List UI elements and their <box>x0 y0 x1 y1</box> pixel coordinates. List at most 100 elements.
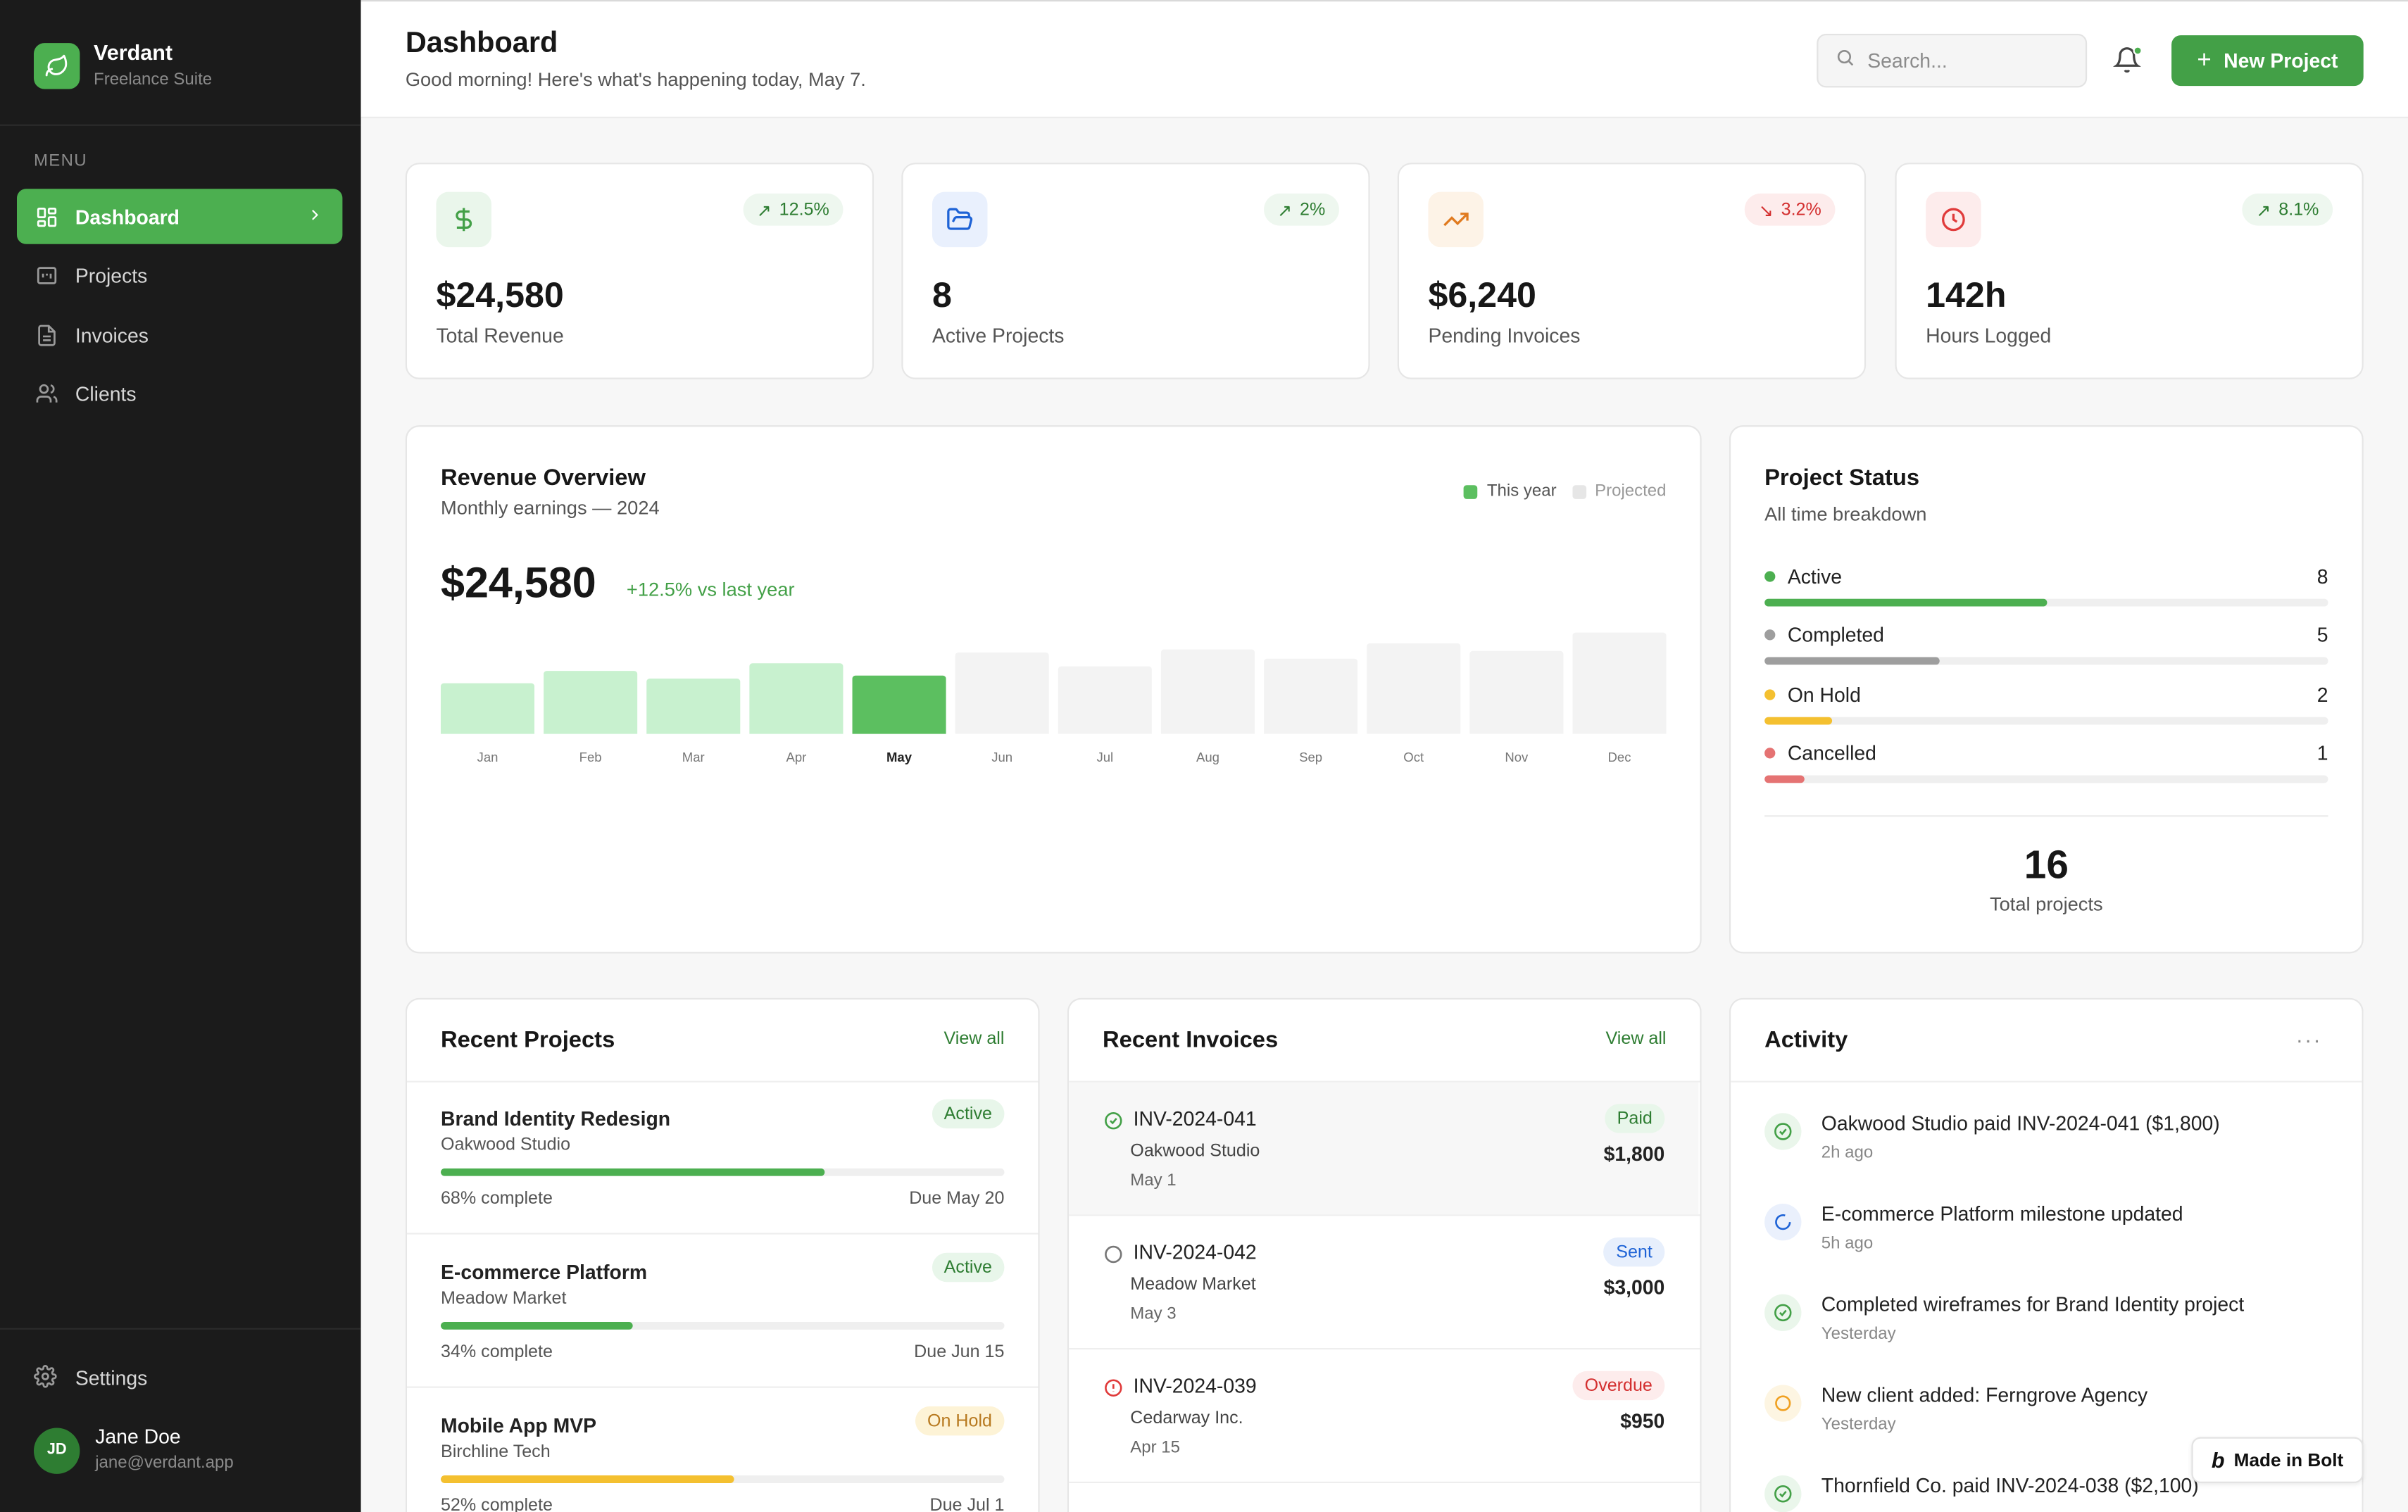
invoice-row[interactable]: INV-2024-042 Meadow Market May 3 Sent $3,000 <box>1069 1216 1698 1348</box>
x-tick-label: May <box>886 749 913 765</box>
settings-label: Settings <box>75 1366 148 1389</box>
user-profile[interactable]: JD Jane Doe jane@verdant.app <box>33 1425 234 1475</box>
bar-jan[interactable] <box>440 683 535 734</box>
total-projects-count: 16 <box>2024 841 2069 888</box>
project-due-date: Due Jun 15 <box>914 1343 1005 1362</box>
bar-aug[interactable] <box>1160 648 1255 734</box>
project-due-date: Due May 20 <box>909 1190 1005 1209</box>
check-circle-icon <box>1104 1110 1122 1130</box>
stat-change-badge: ↗ 2% <box>1263 193 1339 226</box>
bar-sep[interactable] <box>1264 659 1358 734</box>
project-row[interactable]: Mobile App MVP Birchline Tech On Hold 52% c… <box>440 1406 1005 1512</box>
bar-jul[interactable] <box>1058 666 1152 734</box>
status-count: 2 <box>2316 683 2328 707</box>
leaf-logo-icon <box>33 43 80 89</box>
bar-apr[interactable] <box>749 662 844 734</box>
brand-subtitle: Freelance Suite <box>94 70 213 89</box>
bar-nov[interactable] <box>1469 650 1564 734</box>
activity-card: Activity ··· Oakwood Studio paid INV-202… <box>1729 997 2364 1512</box>
document-icon <box>34 322 58 347</box>
status-count: 8 <box>2316 565 2328 588</box>
status-label: On Hold <box>1787 683 1861 707</box>
search-box[interactable] <box>1817 33 2088 88</box>
status-row-cancelled[interactable]: Cancelled 1 <box>1764 741 2328 783</box>
check-circle-icon <box>1764 1475 1802 1512</box>
bar-may[interactable] <box>852 675 946 734</box>
check-circle-icon <box>1764 1113 1802 1150</box>
status-row-on-hold[interactable]: On Hold 2 <box>1764 683 2328 725</box>
users-icon <box>34 381 58 405</box>
sidebar-item-label: Projects <box>75 263 148 286</box>
status-row-completed[interactable]: Completed 5 <box>1764 624 2328 665</box>
user-email: jane@verdant.app <box>95 1454 234 1473</box>
invoice-id: INV-2024-042 <box>1133 1240 1257 1264</box>
stat-card-invoices[interactable]: ↘ 3.2% $6,240 Pending Invoices <box>1397 163 1867 379</box>
made-in-bolt-badge[interactable]: b Made in Bolt <box>2191 1437 2364 1483</box>
search-icon <box>1835 47 1855 75</box>
sidebar-item-clients[interactable]: Clients <box>17 365 342 421</box>
project-row[interactable]: Brand Identity Redesign Oakwood Studio Act… <box>440 1099 1005 1209</box>
project-client: Birchline Tech <box>440 1443 551 1462</box>
sidebar-item-dashboard[interactable]: Dashboard <box>16 189 343 244</box>
x-tick-label: Aug <box>1196 749 1219 765</box>
recent-invoices-card: Recent Invoices View all INV-2024-041 Oak… <box>1067 997 1702 1512</box>
bar-jun[interactable] <box>955 653 1049 734</box>
total-projects-label: Total projects <box>1990 893 2103 915</box>
activity-text: E-commerce Platform milestone updated <box>1821 1202 2183 1226</box>
revenue-overview-card: Revenue Overview Monthly earnings — 2024… <box>405 425 1702 954</box>
search-input[interactable] <box>1867 49 2067 73</box>
invoice-client: Oakwood Studio <box>1130 1142 1260 1161</box>
bar-feb[interactable] <box>544 671 638 734</box>
x-tick-label: Jul <box>1096 749 1114 765</box>
new-project-button[interactable]: + New Project <box>2171 35 2364 87</box>
x-tick-label: Oct <box>1403 749 1424 765</box>
invoice-id: INV-2024-041 <box>1133 1107 1257 1130</box>
project-progress-track <box>440 1321 1005 1330</box>
folder-icon <box>34 263 58 287</box>
status-dot <box>1764 748 1776 759</box>
status-count: 5 <box>2316 623 2328 647</box>
sidebar-item-settings[interactable]: Settings <box>34 1365 147 1390</box>
bar-mar[interactable] <box>646 679 741 734</box>
invoice-id: INV-2024-039 <box>1133 1374 1257 1397</box>
status-label: Completed <box>1787 623 1884 647</box>
x-tick-label: Mar <box>682 749 705 765</box>
view-all-invoices-link[interactable]: View all <box>1605 1030 1667 1049</box>
status-row-active[interactable]: Active 8 <box>1764 565 2328 607</box>
project-client: Oakwood Studio <box>440 1136 571 1155</box>
sidebar-item-projects[interactable]: Projects <box>17 247 342 303</box>
x-tick-label: Jun <box>991 749 1013 765</box>
invoice-client: Meadow Market <box>1130 1275 1256 1294</box>
bar-oct[interactable] <box>1367 643 1461 734</box>
status-badge: Active <box>932 1252 1005 1283</box>
stat-card-hours[interactable]: ↗ 8.1% 142h Hours Logged <box>1895 163 2364 379</box>
brand[interactable]: Verdant Freelance Suite <box>33 40 213 92</box>
more-options-icon[interactable]: ··· <box>2295 1027 2322 1052</box>
stat-label: Pending Invoices <box>1428 324 1581 347</box>
notifications-button[interactable] <box>2112 46 2144 77</box>
status-badge: On Hold <box>915 1406 1005 1436</box>
bar-dec[interactable] <box>1572 632 1667 734</box>
sidebar-item-invoices[interactable]: Invoices <box>17 307 342 363</box>
invoice-row[interactable]: INV-2024-039 Cedarway Inc. Apr 15 Overdue $9… <box>1069 1349 1698 1482</box>
stat-card-projects[interactable]: ↗ 2% 8 Active Projects <box>901 163 1370 379</box>
activity-text: New client added: Ferngrove Agency <box>1821 1383 2148 1406</box>
stat-value: 142h <box>1926 275 2007 315</box>
view-all-projects-link[interactable]: View all <box>943 1030 1005 1049</box>
revenue-subtitle: Monthly earnings — 2024 <box>440 497 660 519</box>
dollar-icon <box>436 191 491 248</box>
arrow-up-right-icon: ↗ <box>756 201 772 220</box>
invoice-amount: $1,800 <box>1603 1142 1665 1166</box>
recent-projects-card: Recent Projects View all Brand Identity … <box>405 997 1040 1512</box>
invoice-row[interactable]: INV-2024-041 Oakwood Studio May 1 Paid $1,80… <box>1069 1082 1699 1215</box>
project-name: E-commerce Platform <box>440 1260 648 1284</box>
project-progress-fill <box>440 1321 633 1330</box>
status-badge: Sent <box>1603 1237 1665 1267</box>
alert-circle-icon <box>1104 1377 1122 1397</box>
status-count: 1 <box>2316 741 2328 765</box>
status-progress-track <box>1764 598 2328 607</box>
stat-value: $24,580 <box>436 275 564 315</box>
stat-card-revenue[interactable]: ↗ 12.5% $24,580 Total Revenue <box>405 163 874 379</box>
project-row[interactable]: E-commerce Platform Meadow Market Active 34… <box>440 1252 1005 1362</box>
stat-value: $6,240 <box>1428 275 1536 315</box>
